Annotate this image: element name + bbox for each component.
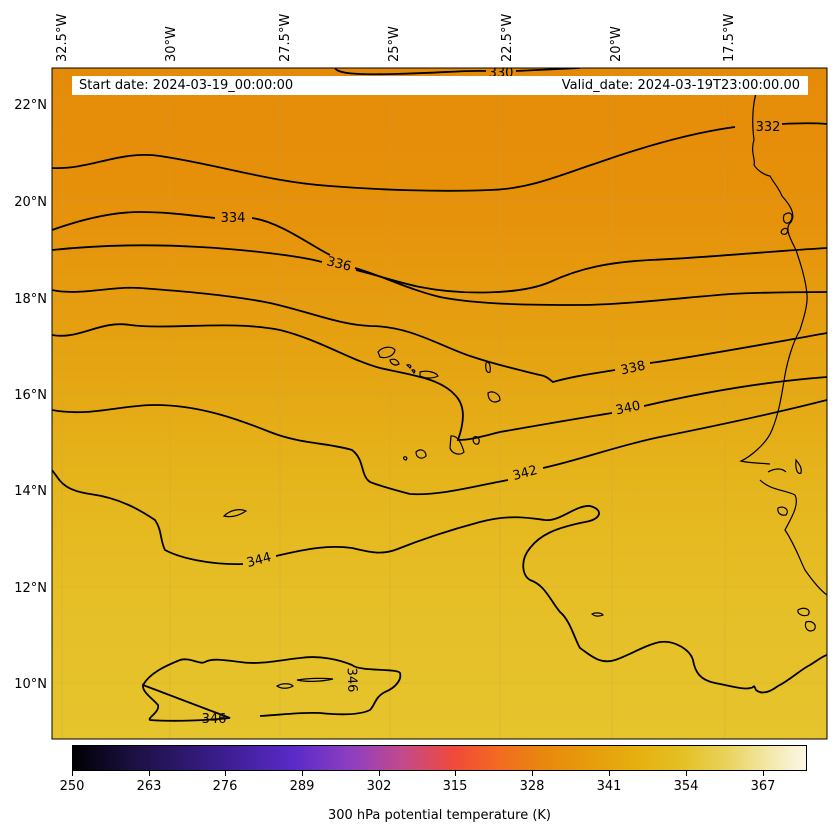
latitude-labels: 22°N 20°N 18°N 16°N 14°N 12°N 10°N xyxy=(14,98,47,692)
lon-label-30w: 30°W xyxy=(164,26,179,62)
colorbar-tick-label: 276 xyxy=(212,779,238,794)
islands xyxy=(222,346,604,689)
contour-label-336: 336 xyxy=(325,254,353,275)
colorbar-tick xyxy=(149,771,150,776)
map-frame xyxy=(51,67,828,740)
contour-label-group: 330 332 334 336 338 340 342 344 346 346 xyxy=(202,68,781,727)
colorbar-title: 300 hPa potential temperature (K) xyxy=(327,808,551,823)
contour-label-344: 344 xyxy=(245,550,273,571)
lon-label-32-5w: 32.5°W xyxy=(55,14,70,62)
lat-label-10n: 10°N xyxy=(14,677,47,692)
valid-date-text: Valid_date: 2024-03-19T23:00:00.00 xyxy=(561,78,800,93)
colorbar-tick xyxy=(225,771,226,776)
colorbar xyxy=(72,745,807,771)
lat-label-18n: 18°N xyxy=(14,292,47,307)
colorbar-tick xyxy=(763,771,764,776)
colorbar-tick xyxy=(609,771,610,776)
colorbar-tick xyxy=(72,771,73,776)
colorbar-tick xyxy=(532,771,533,776)
lon-label-17-5w: 17.5°W xyxy=(722,14,737,62)
colorbar-tick xyxy=(302,771,303,776)
colorbar-tick-label: 367 xyxy=(750,779,776,794)
lon-label-22-5w: 22.5°W xyxy=(500,14,515,62)
gridlines xyxy=(52,68,827,739)
coastlines xyxy=(739,89,827,632)
colorbar-tick-label: 328 xyxy=(519,779,545,794)
colorbar-tick-label: 250 xyxy=(59,779,85,794)
contour-label-346-vertical: 346 xyxy=(344,667,360,692)
lat-label-22n: 22°N xyxy=(14,98,47,113)
contour-label-346: 346 xyxy=(202,712,227,727)
temperature-field xyxy=(52,68,827,739)
contour-label-338: 338 xyxy=(619,359,646,379)
colorbar-tick xyxy=(379,771,380,776)
lon-label-20w: 20°W xyxy=(609,26,624,62)
start-date-text: Start date: 2024-03-19_00:00:00 xyxy=(79,78,294,93)
contour-label-340: 340 xyxy=(614,399,641,419)
colorbar-tick-label: 354 xyxy=(673,779,699,794)
lon-label-27-5w: 27.5°W xyxy=(278,14,293,62)
longitude-labels: 32.5°W 30°W 27.5°W 25°W 22.5°W 20°W 17.5… xyxy=(55,14,737,62)
date-info-bar: Start date: 2024-03-19_00:00:00 Valid_da… xyxy=(72,76,808,95)
lat-label-20n: 20°N xyxy=(14,195,47,210)
contour-label-334: 334 xyxy=(221,211,246,226)
colorbar-tick xyxy=(455,771,456,776)
lat-label-16n: 16°N xyxy=(14,388,47,403)
colorbar-tick xyxy=(686,771,687,776)
contour-label-332: 332 xyxy=(756,120,781,135)
colorbar-tick-label: 289 xyxy=(289,779,315,794)
contour-lines xyxy=(52,68,827,722)
colorbar-tick-label: 263 xyxy=(136,779,162,794)
colorbar-tick-label: 302 xyxy=(366,779,392,794)
colorbar-tick-label: 315 xyxy=(442,779,468,794)
lon-label-25w: 25°W xyxy=(387,26,402,62)
lat-label-14n: 14°N xyxy=(14,484,47,499)
contour-label-342: 342 xyxy=(511,463,539,484)
lat-label-12n: 12°N xyxy=(14,581,47,596)
colorbar-tick-label: 341 xyxy=(596,779,622,794)
